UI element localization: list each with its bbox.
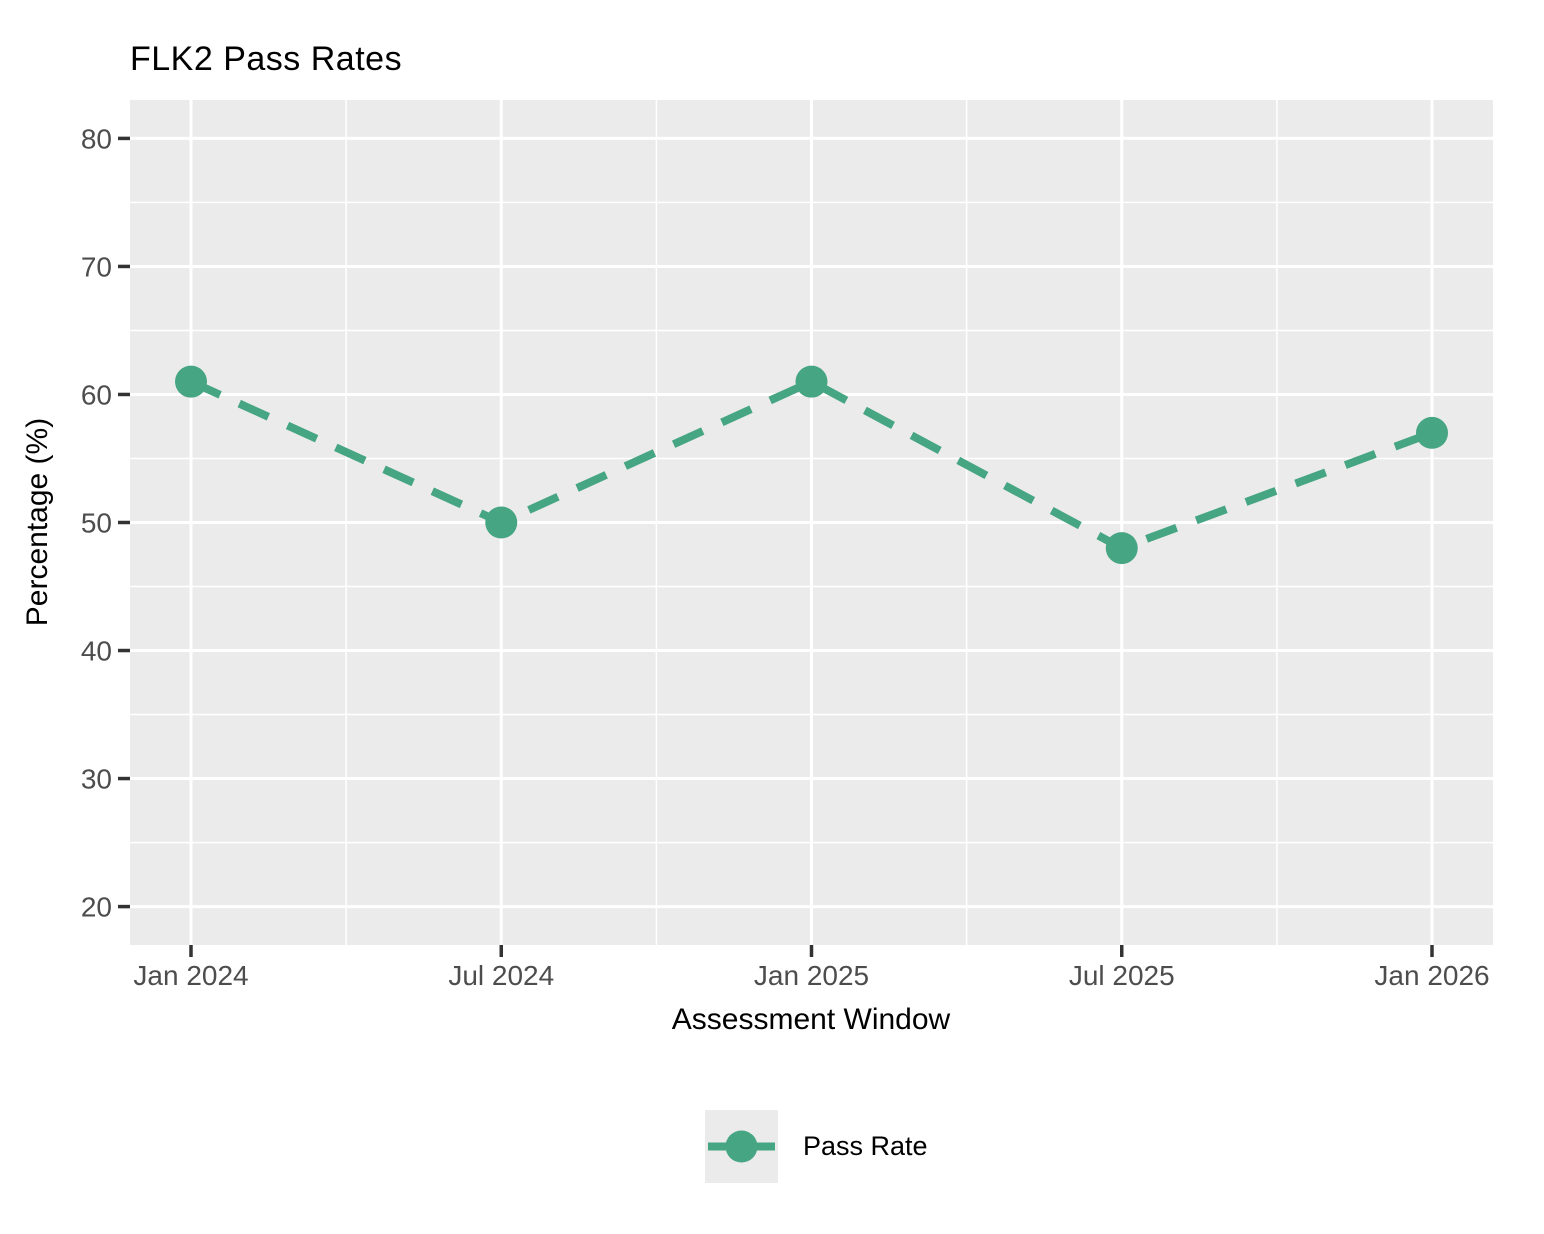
legend-key-marker	[725, 1130, 758, 1163]
y-tick-label: 60	[81, 379, 112, 410]
y-tick-label: 30	[81, 764, 112, 795]
x-tick-label: Jan 2025	[754, 960, 869, 991]
x-tick-label: Jul 2024	[448, 960, 554, 991]
legend: Pass Rate	[705, 1110, 928, 1183]
data-point	[795, 365, 828, 398]
y-tick-label: 80	[81, 123, 112, 154]
legend-label: Pass Rate	[803, 1131, 928, 1161]
y-tick-label: 40	[81, 636, 112, 667]
x-axis-title: Assessment Window	[671, 1003, 951, 1036]
x-tick-label: Jan 2024	[133, 960, 248, 991]
y-tick-label: 50	[81, 508, 112, 539]
y-tick-label: 20	[81, 892, 112, 923]
data-point	[485, 506, 518, 539]
legend-key	[705, 1110, 778, 1183]
y-tick-label: 70	[81, 251, 112, 282]
chart-title: FLK2 Pass Rates	[130, 40, 403, 78]
series-line	[189, 377, 1434, 553]
x-tick-label: Jan 2026	[1374, 960, 1489, 991]
x-tick-label: Jul 2025	[1069, 960, 1175, 991]
data-point	[1105, 532, 1138, 565]
data-point	[1416, 416, 1448, 449]
data-point	[175, 365, 207, 398]
